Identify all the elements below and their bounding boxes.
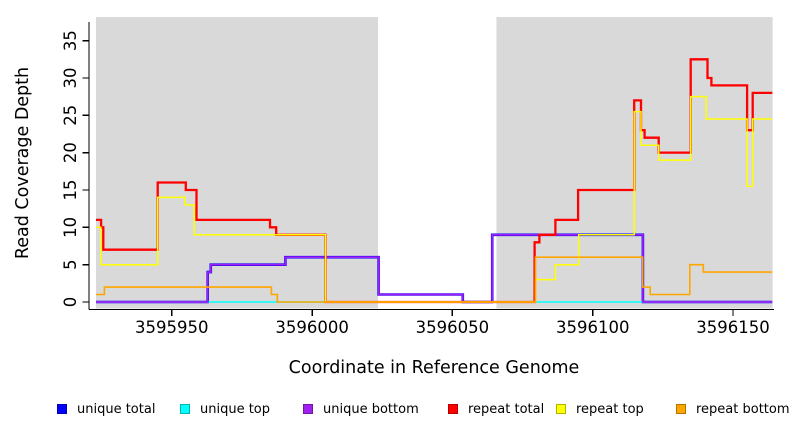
series-line-repeat-total <box>96 58 773 304</box>
legend-item-repeat-bottom: repeat bottom <box>676 396 790 422</box>
x-tick-label: 3596100 <box>556 318 630 337</box>
unique-bottom-swatch-icon <box>303 404 313 414</box>
legend-item-unique-total: unique total <box>57 396 155 422</box>
legend-label: unique total <box>77 401 156 417</box>
repeat-total-swatch-icon <box>448 404 458 414</box>
legend-item-repeat-total: repeat total <box>448 396 544 422</box>
legend-label: repeat total <box>468 401 545 417</box>
y-axis-title: Read Coverage Depth <box>13 67 33 259</box>
x-axis-title: Coordinate in Reference Genome <box>289 358 580 378</box>
y-tick-label: 0 <box>61 297 80 308</box>
legend-item-unique-bottom: unique bottom <box>303 396 419 422</box>
legend-label: repeat top <box>576 401 644 417</box>
legend: unique total unique top unique bottom re… <box>0 396 792 422</box>
y-tick-label: 35 <box>61 30 80 51</box>
legend-label: unique top <box>200 401 271 417</box>
y-tick-label: 5 <box>61 259 80 270</box>
y-tick-label: 10 <box>61 217 80 238</box>
series-line-unique-bottom <box>96 233 773 303</box>
repeat-top-swatch-icon <box>556 404 566 414</box>
series-line-repeat-bottom <box>96 256 773 303</box>
legend-label: unique bottom <box>323 401 419 417</box>
y-tick-label: 30 <box>61 67 80 88</box>
legend-label: repeat bottom <box>696 401 790 417</box>
y-tick-label: 25 <box>61 105 80 126</box>
x-tick-label: 3596000 <box>275 318 349 337</box>
legend-item-unique-top: unique top <box>180 396 270 422</box>
x-tick-label: 3596050 <box>416 318 490 337</box>
y-tick-label: 15 <box>61 179 80 200</box>
repeat-bottom-swatch-icon <box>676 404 686 414</box>
unique-total-swatch-icon <box>57 404 67 414</box>
coverage-plot-canvas: 3595950 3596000 3596050 3596100 3596150 0 5 10 1… <box>13 17 774 378</box>
x-tick-label: 3596150 <box>696 318 770 337</box>
unique-top-swatch-icon <box>180 404 190 414</box>
y-tick-label: 20 <box>61 142 80 163</box>
series-line-repeat-top <box>96 95 773 303</box>
x-tick-label: 3595950 <box>135 318 209 337</box>
legend-item-repeat-top: repeat top <box>556 396 644 422</box>
shaded-region <box>96 17 379 309</box>
